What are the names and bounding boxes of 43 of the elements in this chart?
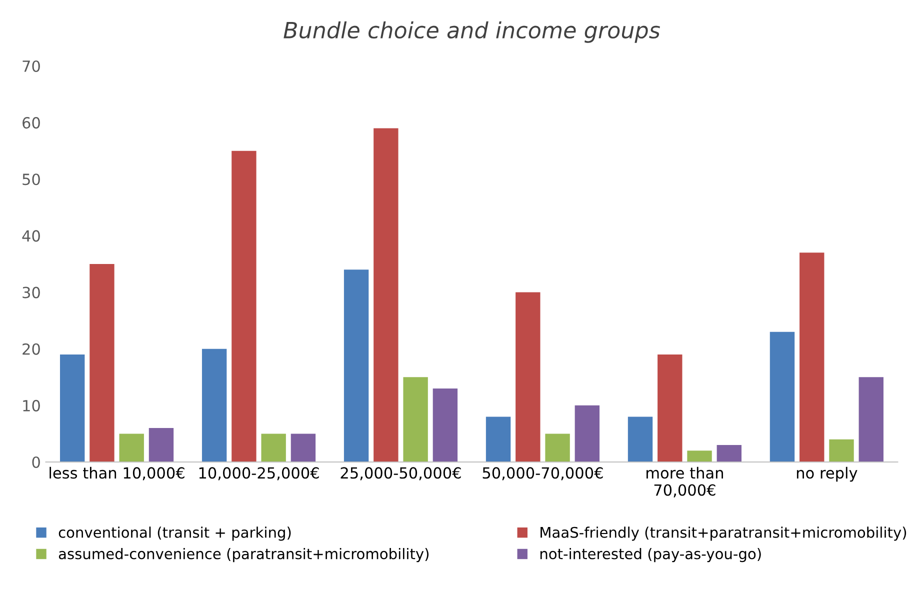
bar	[770, 332, 795, 462]
bar	[574, 405, 600, 462]
bar	[858, 377, 884, 462]
y-tick-label: 40	[22, 230, 40, 242]
bar	[60, 354, 85, 462]
chart-title: Bundle choice and income groups	[284, 21, 660, 43]
bar	[486, 416, 511, 462]
bar	[374, 128, 398, 462]
bar	[687, 450, 712, 462]
x-tick-label: 50,000-70,000€	[482, 467, 603, 480]
x-tick-label: 25,000-50,000€	[340, 467, 461, 480]
y-tick-label: 60	[22, 117, 40, 129]
bar	[148, 428, 174, 462]
bar	[658, 354, 682, 462]
bar	[119, 434, 144, 462]
y-tick-label: 70	[22, 60, 40, 72]
bar	[90, 264, 114, 462]
bar	[716, 445, 742, 462]
bar	[516, 292, 540, 462]
x-tick-label: no reply	[796, 466, 858, 482]
bar	[232, 150, 256, 462]
bar	[628, 416, 653, 462]
bar	[545, 434, 570, 462]
y-tick-label: 30	[22, 286, 40, 298]
x-tick-label: 10,000-25,000€	[199, 467, 319, 480]
legend-label: conventional (transit + parking)	[58, 526, 291, 541]
bar	[290, 434, 316, 462]
y-tick-label: 50	[22, 174, 40, 186]
bar	[800, 252, 824, 462]
y-tick-label: 20	[22, 343, 40, 355]
legend-label: assumed-convenience (paratransit+micromobility)	[58, 548, 429, 562]
bar	[829, 439, 854, 462]
y-tick-label: 10	[23, 400, 40, 412]
x-tick-label: more than 70,000€	[646, 466, 723, 498]
legend-label: not-interested (pay-as-you-go)	[540, 548, 761, 562]
bar	[403, 377, 428, 462]
bar	[261, 434, 286, 462]
bar	[344, 270, 369, 462]
bar	[202, 348, 227, 462]
y-tick-label: 0	[32, 456, 40, 468]
x-tick-label: less than 10,000€	[50, 466, 184, 480]
bar	[432, 388, 458, 462]
legend-label: MaaS-friendly (transit+paratransit+micromobility)	[540, 526, 906, 541]
